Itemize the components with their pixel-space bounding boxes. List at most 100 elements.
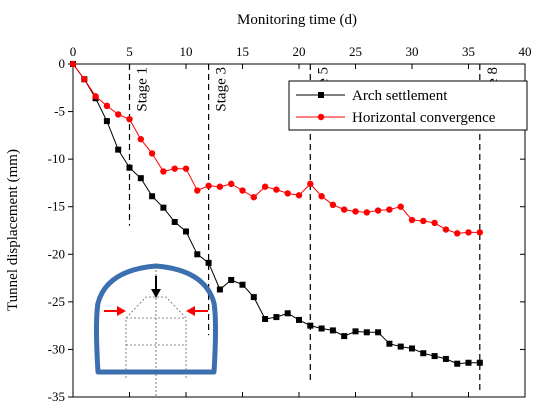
data-point-square <box>420 350 427 357</box>
tunnel-cross-section-inset <box>94 263 218 398</box>
data-point-circle <box>352 208 359 215</box>
data-point-circle <box>115 111 122 118</box>
stage-label: Stage 1 <box>135 67 151 112</box>
data-point-circle <box>442 226 450 233</box>
data-point-square <box>476 359 483 366</box>
data-point-circle <box>81 76 88 83</box>
data-point-square <box>454 360 461 367</box>
x-tick-label: 30 <box>406 44 419 59</box>
legend-marker-horizontal <box>317 113 325 121</box>
data-point-circle <box>397 203 404 210</box>
data-point-square <box>103 118 110 125</box>
data-point-square <box>160 204 167 211</box>
data-point-square <box>375 329 382 336</box>
data-point-circle <box>420 217 427 225</box>
data-point-square <box>137 175 144 182</box>
data-point-square <box>273 314 280 321</box>
data-point-circle <box>273 186 280 193</box>
data-point-square <box>126 164 133 171</box>
data-point-square <box>239 281 246 288</box>
settlement-arrow-icon <box>151 289 161 298</box>
data-point-square <box>228 276 235 283</box>
legend-box <box>288 80 528 131</box>
data-point-circle <box>307 180 314 188</box>
legend-label-horizontal: Horizontal convergence <box>352 110 496 126</box>
convergence-arrow-left-icon <box>117 306 126 316</box>
data-point-circle <box>318 193 325 200</box>
data-point-circle <box>408 216 416 224</box>
data-point-square <box>216 286 223 293</box>
data-point-circle <box>363 209 370 216</box>
convergence-arrow-right-icon <box>186 306 195 316</box>
data-point-circle <box>69 60 77 68</box>
y-tick-label: -20 <box>48 246 65 261</box>
data-point-circle <box>228 180 235 188</box>
data-point-circle <box>182 165 190 172</box>
data-point-square <box>352 328 359 335</box>
data-point-circle <box>137 135 144 143</box>
x-axis-title: Monitoring time (d) <box>237 12 357 28</box>
data-point-square <box>115 146 122 153</box>
legend: Arch settlement Horizontal convergence <box>288 80 528 131</box>
data-point-square <box>386 340 393 347</box>
y-tick-label: -25 <box>48 294 65 309</box>
data-point-square <box>262 315 269 322</box>
y-tick-label: -5 <box>54 104 65 119</box>
data-point-square <box>284 310 291 317</box>
tunnel-inner-section <box>125 296 187 378</box>
data-point-square <box>296 316 302 323</box>
data-point-square <box>431 353 438 360</box>
plot-area: 0 5 10 15 20 25 30 35 40 0 -5 -10 -15 -20 -25 -30 -35 Sta… <box>48 44 532 404</box>
data-point-square <box>183 228 189 235</box>
data-point-square <box>363 329 370 336</box>
data-point-circle <box>92 93 99 100</box>
legend-marker-arch <box>318 92 324 98</box>
data-point-square <box>171 218 178 225</box>
y-tick-label: -10 <box>48 151 65 166</box>
data-point-square <box>329 327 336 334</box>
data-point-square <box>307 322 314 329</box>
x-tick-label: 5 <box>126 44 133 59</box>
legend-label-arch: Arch settlement <box>352 88 448 104</box>
x-tick-label: 10 <box>180 44 193 59</box>
data-point-circle <box>103 102 111 110</box>
x-tick-label: 20 <box>293 44 306 59</box>
data-point-square <box>250 294 257 301</box>
data-point-circle <box>239 187 246 194</box>
data-point-circle <box>476 229 483 236</box>
data-point-circle <box>250 194 257 201</box>
data-point-circle <box>216 183 224 190</box>
data-point-circle <box>341 206 348 213</box>
x-tick-label: 25 <box>349 44 362 59</box>
data-point-circle <box>431 219 438 227</box>
data-point-circle <box>126 115 133 123</box>
data-point-circle <box>148 150 156 157</box>
stage-label: Stage 3 <box>214 67 230 112</box>
x-tick-label: 15 <box>236 44 249 59</box>
x-tick-label: 40 <box>519 44 532 59</box>
data-point-square <box>318 325 325 332</box>
data-point-circle <box>261 183 269 190</box>
y-tick-label: 0 <box>59 56 66 71</box>
data-point-circle <box>295 192 303 199</box>
data-point-square <box>465 359 472 366</box>
data-point-circle <box>205 182 212 189</box>
x-tick-label: 0 <box>70 44 77 59</box>
data-point-circle <box>386 206 393 213</box>
y-tick-label: -15 <box>48 199 65 214</box>
data-point-circle <box>465 229 472 236</box>
data-point-square <box>341 333 348 340</box>
x-tick-label: 35 <box>462 44 475 59</box>
data-point-circle <box>284 190 291 197</box>
data-point-square <box>149 193 156 200</box>
data-point-square <box>397 343 404 350</box>
data-point-square <box>409 345 415 352</box>
data-point-circle <box>171 165 178 172</box>
y-tick-label: -35 <box>48 389 65 404</box>
data-point-circle <box>374 207 382 214</box>
y-axis-title: Tunnel displacement (mm) <box>5 149 21 311</box>
data-point-square <box>205 259 212 266</box>
data-point-square <box>194 251 201 258</box>
